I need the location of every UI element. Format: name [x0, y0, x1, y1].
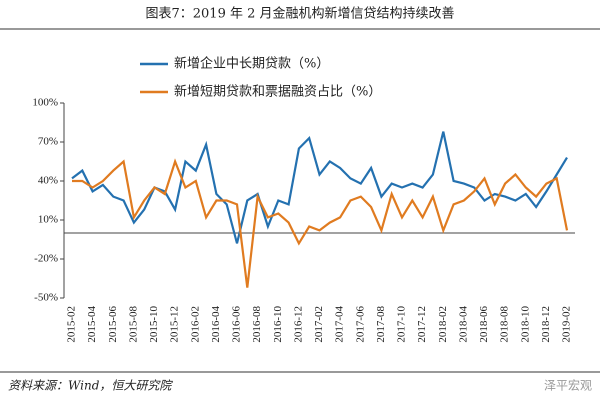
x-tick-label: 2018-04: [457, 306, 469, 343]
y-tick-label: -50%: [34, 292, 58, 304]
x-tick-label: 2016-08: [251, 306, 263, 343]
x-tick-label: 2017-12: [416, 306, 428, 343]
series-line: [71, 131, 568, 244]
y-tick-label: 40%: [38, 175, 58, 187]
x-tick-label: 2015-10: [148, 306, 160, 343]
x-tick-label: 2017-04: [334, 306, 346, 343]
y-tick-label: -20%: [34, 253, 58, 265]
x-tick-label: 2015-08: [127, 306, 139, 343]
y-tick-label: 70%: [38, 136, 58, 148]
watermark: 泽平宏观: [544, 378, 592, 393]
x-tick-label: 2015-06: [107, 306, 119, 343]
x-tick-label: 2016-06: [231, 306, 243, 343]
x-tick-label: 2017-06: [354, 306, 366, 343]
source: 资料来源：Wind，恒大研究院: [8, 379, 173, 393]
legend-label: 新增企业中长期贷款（%）: [174, 56, 329, 72]
x-tick-label: 2015-04: [86, 306, 98, 343]
y-tick-label: 100%: [32, 97, 58, 109]
x-tick-label: 2016-12: [292, 306, 304, 343]
x-tick-label: 2017-10: [396, 306, 408, 343]
x-tick-label: 2018-08: [499, 306, 511, 343]
chart-title: 图表7：2019 年 2 月金融机构新增信贷结构持续改善: [145, 6, 454, 22]
x-tick-label: 2015-02: [66, 306, 78, 343]
x-tick-label: 2015-12: [169, 306, 181, 343]
x-tick-label: 2017-08: [375, 306, 387, 343]
legend-label: 新增短期贷款和票据融资占比（%）: [174, 84, 381, 100]
x-tick-label: 2016-02: [189, 306, 201, 343]
x-tick-label: 2017-02: [313, 306, 325, 343]
series-line: [72, 158, 569, 288]
x-tick-label: 2016-04: [210, 306, 222, 343]
x-tick-label: 2018-10: [519, 306, 531, 343]
x-tick-label: 2018-06: [478, 306, 490, 343]
y-tick-label: 10%: [38, 214, 58, 226]
x-tick-label: 2019-02: [561, 306, 573, 343]
x-tick-label: 2018-02: [437, 306, 449, 343]
x-tick-label: 2018-12: [540, 306, 552, 343]
x-tick-label: 2016-10: [272, 306, 284, 343]
